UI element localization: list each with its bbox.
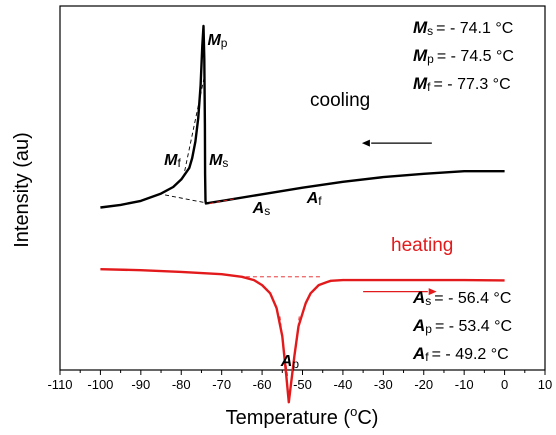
x-tick-label: 10 [538, 377, 552, 392]
heating-arrow-head [428, 288, 437, 296]
peak-label-as-sub: s [264, 204, 270, 218]
peak-label-ap-symbol: A [280, 353, 293, 370]
peak-label-af-symbol: A [306, 190, 319, 207]
x-tick-label: -20 [414, 377, 433, 392]
x-axis-label-post: C) [357, 407, 378, 429]
x-axis: -110 -100 -90 -80 -70 -60 -50 -40 -30 -20 -10 0 10 [47, 370, 552, 392]
peak-label-af: Af [306, 190, 323, 208]
peak-label-mp-symbol: M [207, 32, 221, 49]
guide-line [291, 316, 300, 376]
value-labels: Ms = - 74.1 °CMp = - 74.5 °CMf = - 77.3 °CA… [412, 18, 514, 364]
value-heating-f: Af = - 49.2 °C [412, 344, 509, 364]
value-heating-f-sub: f [425, 350, 429, 364]
value-cooling-f-value: = - 77.3 °C [434, 76, 511, 93]
x-tick-label: -90 [131, 377, 150, 392]
x-axis-label: Temperature (oC) [226, 404, 379, 429]
guide-line [279, 316, 288, 376]
direction-arrows [361, 139, 437, 296]
x-tick-label: -100 [87, 377, 113, 392]
value-cooling-s-symbol: M [413, 18, 428, 37]
value-heating-p-sub: p [425, 322, 432, 336]
x-tick-label: -110 [47, 377, 72, 392]
x-tick-label: -10 [455, 377, 474, 392]
peak-label-ms-symbol: M [209, 152, 223, 169]
peak-label-as: As [252, 200, 271, 218]
value-heating-s-symbol: A [412, 288, 425, 307]
heating-curve [100, 268, 505, 404]
value-heating-p: Ap = - 53.4 °C [412, 316, 512, 336]
value-heating-s: As = - 56.4 °C [412, 288, 511, 308]
x-tick-label: -70 [212, 377, 231, 392]
peak-label-ms: Ms [209, 152, 228, 170]
x-tick-label: -60 [253, 377, 272, 392]
value-cooling-p-sub: p [427, 52, 434, 66]
x-axis-label-pre: Temperature ( [226, 407, 351, 429]
peak-label-mf-symbol: M [164, 152, 178, 169]
guide-line [164, 194, 210, 204]
value-heating-s-value: = - 56.4 °C [434, 290, 511, 307]
x-tick-label: -40 [334, 377, 353, 392]
value-heating-s-sub: s [425, 294, 431, 308]
peak-label-ap: Ap [280, 353, 300, 371]
peak-label-ms-sub: s [222, 156, 228, 170]
peak-label-mp: Mp [207, 32, 227, 50]
cooling-arrow-head [361, 139, 370, 147]
value-heating-p-value: = - 53.4 °C [435, 318, 512, 335]
x-tick-label: -30 [374, 377, 393, 392]
peak-label-af-sub: f [318, 194, 322, 208]
peak-label-as-symbol: A [252, 200, 265, 217]
x-tick-label: -50 [293, 377, 312, 392]
cooling-curve [100, 24, 505, 209]
value-heating-f-value: = - 49.2 °C [432, 346, 509, 363]
y-axis-label: Intensity (au) [11, 132, 33, 248]
value-cooling-p: Mp = - 74.5 °C [413, 46, 514, 66]
value-cooling-f-symbol: M [413, 74, 428, 93]
x-tick-label: 0 [501, 377, 508, 392]
value-cooling-s: Ms = - 74.1 °C [413, 18, 513, 38]
cooling-label: cooling [310, 90, 370, 111]
x-tick-label: -80 [172, 377, 191, 392]
value-cooling-s-value: = - 74.1 °C [436, 20, 513, 37]
series-group [100, 24, 505, 404]
peak-label-mp-sub: p [221, 36, 228, 50]
peak-label-ap-sub: p [292, 357, 299, 371]
value-heating-f-symbol: A [412, 344, 425, 363]
value-cooling-f-sub: f [427, 80, 431, 94]
guide-line [182, 78, 205, 178]
value-cooling-f: Mf = - 77.3 °C [413, 74, 511, 94]
value-cooling-p-value: = - 74.5 °C [437, 48, 514, 65]
peak-label-mf: Mf [164, 152, 181, 170]
heating-label: heating [391, 235, 453, 256]
value-cooling-p-symbol: M [413, 46, 428, 65]
onset-guides [164, 78, 323, 376]
peak-label-mf-sub: f [177, 156, 181, 170]
value-cooling-s-sub: s [427, 24, 433, 38]
x-axis-label-sup: o [350, 404, 357, 419]
value-heating-p-symbol: A [412, 316, 425, 335]
